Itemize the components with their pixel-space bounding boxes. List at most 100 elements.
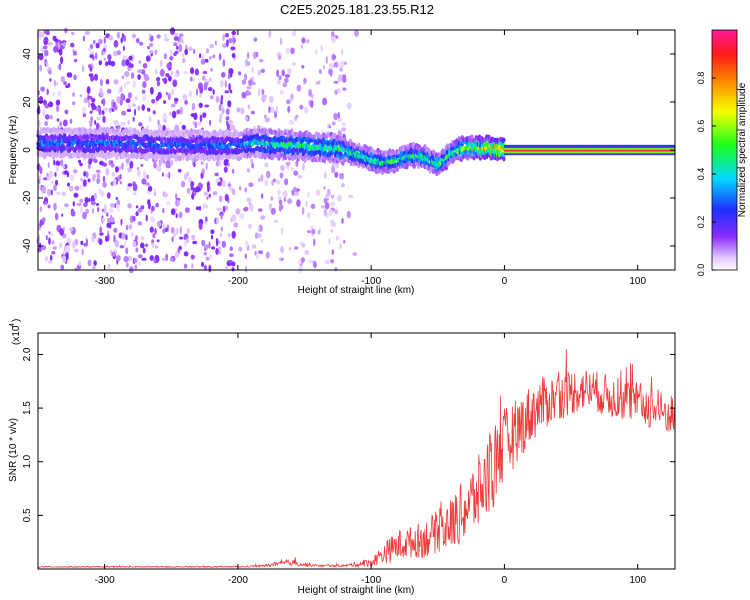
heatmap-speckle: [53, 184, 57, 192]
heatmap-speckle: [154, 68, 158, 75]
heatmap-speckle: [334, 209, 339, 215]
heatmap-speckle: [121, 162, 124, 170]
heatmap-speckle: [202, 203, 207, 209]
heatmap-speckle: [299, 104, 304, 110]
heatmap-speckle: [121, 110, 127, 116]
heatmap-speckle: [208, 77, 212, 82]
heatmap-speckle: [150, 86, 154, 95]
heatmap-speckle: [136, 38, 140, 44]
heatmap-ridge-cell: [444, 165, 448, 171]
heatmap-speckle: [116, 50, 121, 56]
heatmap-speckle: [49, 78, 52, 82]
colorbar: 0.0 0.2 0.4 0.6 0.8 Normalized spectral ampl…: [696, 29, 748, 276]
heatmap-speckle: [46, 62, 49, 67]
heatmap-speckle: [53, 202, 57, 211]
heatmap-speckle: [184, 173, 188, 181]
heatmap-speckle: [198, 205, 202, 211]
heatmap-speckle: [127, 120, 130, 125]
snr-scale-exponent: 4: [9, 323, 16, 327]
heatmap-speckle: [115, 254, 121, 262]
heatmap-speckle: [175, 227, 179, 235]
heatmap-speckle: [137, 169, 141, 178]
heatmap-speckle: [39, 219, 42, 228]
heatmap-speckle: [59, 242, 63, 249]
heatmap-speckle: [68, 185, 74, 192]
heatmap-speckle: [307, 230, 311, 234]
heatmap-speckle: [219, 113, 223, 119]
heatmap-speckle: [85, 171, 89, 179]
heatmap-speckle: [52, 92, 56, 96]
heatmap-speckle: [87, 100, 91, 108]
heatmap-speckle: [250, 158, 254, 164]
heatmap-speckle: [225, 265, 228, 270]
heatmap-speckle: [222, 33, 225, 42]
colorbar-tick-label: 0.4: [696, 168, 706, 181]
heatmap-ridge-cell: [196, 155, 200, 161]
heatmap-speckle: [147, 202, 151, 210]
heatmap-speckle: [83, 202, 88, 208]
heatmap-speckle: [179, 38, 184, 43]
heatmap-speckle: [48, 231, 51, 235]
heatmap-ridge-cell: [388, 148, 392, 154]
heatmap-speckle: [60, 159, 64, 167]
heatmap-speckle: [105, 61, 109, 67]
heatmap-speckle: [126, 262, 129, 268]
heatmap-speckle: [298, 259, 302, 265]
heatmap-speckle: [38, 96, 44, 104]
chart-title: C2E5.2025.181.23.55.R12: [280, 2, 434, 17]
heatmap-speckle: [121, 232, 126, 240]
heatmap-speckle: [157, 91, 162, 100]
heatmap-speckle: [190, 181, 195, 187]
heatmap-speckle: [257, 178, 261, 182]
heatmap-speckle: [215, 161, 219, 167]
heatmap-speckle: [158, 158, 162, 167]
heatmap-speckle: [156, 34, 161, 39]
heatmap-speckle: [70, 210, 76, 217]
heatmap-speckle: [222, 180, 226, 188]
heatmap-speckle: [60, 56, 64, 65]
heatmap-speckle: [212, 191, 218, 196]
heatmap-speckle: [165, 73, 170, 78]
heatmap-speckle: [63, 81, 67, 86]
heatmap-speckle: [214, 172, 219, 177]
heatmap-speckle: [189, 76, 193, 82]
heatmap-speckle: [204, 244, 209, 250]
heatmap-speckle: [56, 191, 61, 195]
heatmap-speckle: [113, 40, 119, 48]
heatmap-speckle: [322, 97, 328, 106]
heatmap-speckle: [342, 76, 347, 83]
x-tick-label: 0: [502, 276, 508, 287]
heatmap-speckle: [64, 109, 69, 115]
heatmap-speckle: [67, 182, 70, 187]
colorbar-frame: [711, 29, 738, 271]
heatmap-speckle: [332, 54, 337, 60]
heatmap-speckle: [108, 208, 114, 213]
heatmap-speckle: [53, 159, 56, 166]
heatmap-ridge-cell: [437, 162, 441, 168]
heatmap-speckle: [231, 267, 235, 272]
heatmap-speckle: [311, 228, 316, 235]
heatmap-speckle: [248, 202, 252, 206]
heatmap-ridge-cell: [389, 159, 393, 165]
heatmap-speckle: [228, 68, 234, 75]
heatmap-speckle: [341, 217, 344, 224]
heatmap-speckle: [106, 192, 111, 199]
heatmap-speckle: [119, 99, 123, 106]
heatmap-speckle: [125, 158, 130, 164]
heatmap-speckle: [98, 238, 103, 245]
heatmap-speckle: [132, 192, 137, 196]
heatmap-speckle: [120, 218, 123, 226]
heatmap-speckle: [49, 254, 53, 261]
heatmap-speckle: [304, 249, 310, 256]
heatmap-speckle: [215, 248, 219, 255]
heatmap-speckle: [268, 203, 273, 211]
heatmap-speckle: [318, 69, 322, 74]
heatmap-speckle: [251, 244, 257, 249]
heatmap-speckle: [338, 243, 343, 250]
heatmap-speckle: [88, 157, 92, 165]
heatmap-speckle: [176, 109, 181, 115]
heatmap-speckle: [48, 170, 54, 179]
heatmap-speckle: [315, 189, 321, 196]
heatmap-speckle: [323, 208, 327, 216]
heatmap-speckle: [220, 213, 223, 220]
